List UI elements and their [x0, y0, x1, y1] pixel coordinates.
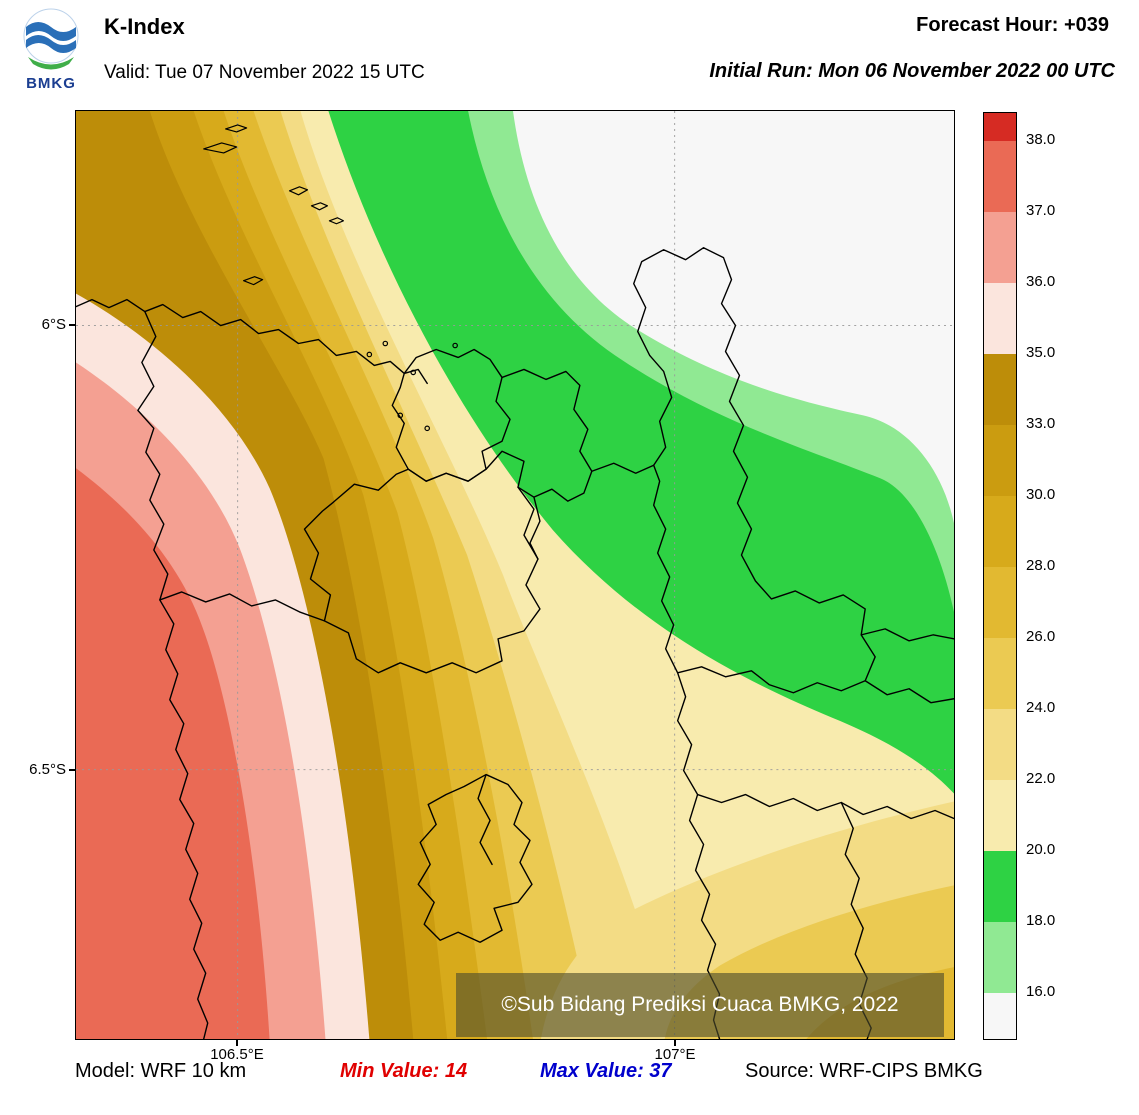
bmkg-logo: BMKG	[14, 6, 88, 98]
colorbar-tick-label: 37.0	[1026, 202, 1056, 219]
colorbar-cell	[984, 113, 1016, 141]
gridlines	[76, 111, 954, 1039]
bmkg-logo-icon	[23, 8, 79, 70]
contour-field	[76, 111, 954, 1039]
colorbar-tick-label: 36.0	[1026, 273, 1056, 290]
bmkg-logo-label: BMKG	[26, 75, 76, 92]
islands	[203, 124, 458, 432]
colorbar-labels: 38.0 37.0 36.0 35.0 33.0 30.0 28.0 26.0 24.0 22.0…	[1026, 112, 1096, 1040]
colorbar	[983, 112, 1017, 1040]
colorbar-cell	[984, 780, 1016, 851]
initial-run-text: Initial Run: Mon 06 November 2022 00 UTC	[709, 60, 1115, 82]
district-boundaries	[76, 247, 954, 1039]
colorbar-tick-label: 18.0	[1026, 912, 1056, 929]
y-tick-label-6-5s: 6.5°S	[29, 761, 66, 778]
colorbar-cell	[984, 141, 1016, 212]
colorbar-tick-label: 16.0	[1026, 983, 1056, 1000]
x-tick-label-106-5e: 106.5°E	[210, 1046, 264, 1063]
colorbar-cell	[984, 354, 1016, 425]
colorbar-tick-label: 20.0	[1026, 841, 1056, 858]
map-plot: ©Sub Bidang Prediksi Cuaca BMKG, 2022	[75, 110, 955, 1040]
watermark: ©Sub Bidang Prediksi Cuaca BMKG, 2022	[456, 973, 944, 1037]
source-text: Source: WRF-CIPS BMKG	[745, 1060, 983, 1082]
colorbar-tick-label: 28.0	[1026, 557, 1056, 574]
colorbar-cell	[984, 638, 1016, 709]
colorbar-tick-label: 33.0	[1026, 415, 1056, 432]
max-value-text: Max Value: 37	[540, 1060, 672, 1082]
x-tick-label-107e: 107°E	[654, 1046, 696, 1063]
y-tick-label-6s: 6°S	[41, 316, 66, 333]
min-value-text: Min Value: 14	[340, 1060, 468, 1082]
contour-map	[76, 111, 954, 1039]
colorbar-tick-label: 38.0	[1026, 131, 1056, 148]
y-tick-mark	[69, 324, 75, 326]
model-text: Model: WRF 10 km	[75, 1060, 247, 1082]
colorbar-tick-label: 26.0	[1026, 628, 1056, 645]
colorbar-tick-label: 35.0	[1026, 344, 1056, 361]
colorbar-cell	[984, 496, 1016, 567]
colorbar-cell	[984, 212, 1016, 283]
page-title: K-Index	[104, 14, 185, 39]
colorbar-cell	[984, 709, 1016, 780]
colorbar-cell	[984, 567, 1016, 638]
y-tick-mark	[69, 769, 75, 771]
colorbar-cell	[984, 425, 1016, 496]
colorbar-cell	[984, 283, 1016, 354]
colorbar-cell	[984, 922, 1016, 993]
colorbar-cell	[984, 993, 1016, 1039]
x-tick-mark	[236, 1040, 238, 1046]
valid-time-text: Valid: Tue 07 November 2022 15 UTC	[104, 62, 425, 83]
forecast-hour-text: Forecast Hour: +039	[916, 14, 1109, 36]
colorbar-cell	[984, 851, 1016, 922]
x-tick-mark	[674, 1040, 676, 1046]
colorbar-tick-label: 30.0	[1026, 486, 1056, 503]
colorbar-tick-label: 22.0	[1026, 770, 1056, 787]
colorbar-tick-label: 24.0	[1026, 699, 1056, 716]
